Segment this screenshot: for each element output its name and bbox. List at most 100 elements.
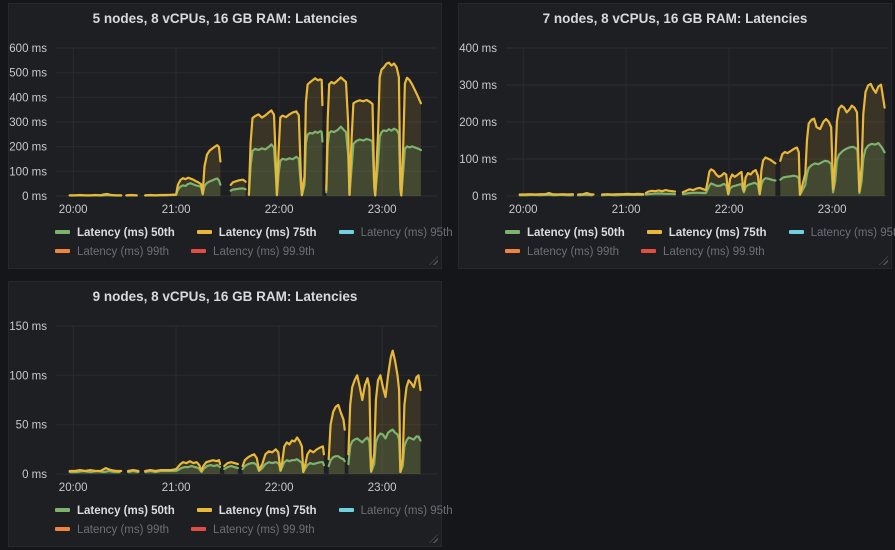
legend-swatch — [196, 508, 212, 512]
series-75th-area — [248, 78, 323, 196]
series-50th-area — [348, 429, 421, 474]
x-tick-label: 23:00 — [818, 204, 847, 216]
legend-label: Latency (ms) 75th — [218, 227, 317, 239]
series-75th-line — [644, 189, 677, 195]
legend-item-latency-ms-95th[interactable]: Latency (ms) 95th — [338, 224, 453, 243]
x-tick-label: 20:00 — [59, 482, 88, 494]
legend-row: Latency (ms) 50th Latency (ms) 75th Latenc… — [55, 502, 453, 521]
legend-item-latency-ms-50th[interactable]: Latency (ms) 50th — [505, 224, 625, 243]
legend-swatch — [338, 230, 354, 234]
series-75th-line — [681, 156, 777, 195]
x-tick-label: 21:00 — [612, 204, 641, 216]
legend-swatch — [191, 527, 207, 531]
legend-item-latency-ms-99-9th[interactable]: Latency (ms) 99.9th — [191, 521, 315, 540]
x-tick-label: 21:00 — [162, 482, 191, 494]
panel-title[interactable]: 9 nodes, 8 vCPUs, 16 GB RAM: Latencies — [92, 289, 358, 304]
legend-label: Latency (ms) 99.9th — [213, 246, 315, 258]
x-tick-label: 20:00 — [509, 204, 538, 216]
latency-chart[interactable]: 400 ms 300 ms 200 ms 100 ms 0 ms 20:00 21:00 22… — [459, 4, 893, 220]
legend: Latency (ms) 50th Latency (ms) 75th Latenc… — [55, 502, 453, 540]
legend-label: Latency (ms) 75th — [668, 227, 767, 239]
legend-label: Latency (ms) 95th — [810, 227, 895, 239]
panel-title[interactable]: 7 nodes, 8 vCPUs, 16 GB RAM: Latencies — [542, 11, 808, 26]
latency-chart[interactable]: 600 ms 500 ms 400 ms 300 ms 200 ms 100 ms 0 ms… — [9, 4, 443, 220]
y-tick-label: 150 ms — [9, 321, 47, 333]
panel-title[interactable]: 5 nodes, 8 vCPUs, 16 GB RAM: Latencies — [92, 11, 358, 26]
y-tick-label: 400 ms — [459, 43, 497, 55]
legend-swatch — [55, 508, 70, 512]
y-tick-label: 0 ms — [22, 469, 47, 481]
latency-chart[interactable]: 150 ms 100 ms 50 ms 0 ms 20:00 21:00 22:00 23:0… — [9, 282, 443, 498]
legend-item-latency-ms-75th[interactable]: Latency (ms) 75th — [196, 502, 317, 521]
panel-9-nodes-latencies: 9 nodes, 8 vCPUs, 16 GB RAM: Latencies 1… — [8, 281, 453, 547]
legend-label: Latency (ms) 99th — [77, 524, 170, 536]
legend-item-latency-ms-99-9th[interactable]: Latency (ms) 99.9th — [641, 243, 765, 262]
panel-7-nodes-latencies: 7 nodes, 8 vCPUs, 16 GB RAM: Latencies 4… — [458, 3, 895, 269]
legend-label: Latency (ms) 99.9th — [213, 524, 315, 536]
legend-swatch — [646, 230, 662, 234]
y-tick-label: 100 ms — [9, 166, 47, 178]
series-75th-line — [229, 178, 247, 186]
panel-resize-handle[interactable] — [879, 256, 888, 265]
legend-swatch — [55, 249, 70, 253]
series-75th-line — [223, 461, 239, 468]
y-tick-label: 400 ms — [9, 92, 47, 104]
x-tick-label: 20:00 — [59, 204, 88, 216]
series-75th-area — [224, 462, 238, 474]
y-tick-label: 200 ms — [9, 142, 47, 154]
legend-swatch — [196, 230, 212, 234]
legend-swatch — [505, 249, 520, 253]
series-50th-line — [681, 177, 777, 196]
x-tick-label: 23:00 — [368, 204, 397, 216]
series-75th-line — [68, 192, 123, 197]
legend-label: Latency (ms) 50th — [77, 505, 175, 517]
series-50th-line — [247, 130, 324, 197]
legend-swatch — [55, 527, 70, 531]
legend-item-latency-ms-99th[interactable]: Latency (ms) 99th — [505, 243, 619, 262]
legend-swatch — [55, 230, 70, 234]
legend-item-latency-ms-99th[interactable]: Latency (ms) 99th — [55, 243, 169, 262]
series-75th-line — [347, 349, 422, 474]
series-75th-line — [779, 82, 886, 196]
legend-item-latency-ms-99th[interactable]: Latency (ms) 99th — [55, 521, 169, 540]
legend-item-latency-ms-50th[interactable]: Latency (ms) 50th — [55, 224, 175, 243]
x-tick-label: 21:00 — [162, 204, 191, 216]
legend-item-latency-ms-75th[interactable]: Latency (ms) 75th — [196, 224, 317, 243]
series-75th-line — [325, 61, 422, 197]
series-50th-line — [347, 428, 422, 474]
legend-label: Latency (ms) 95th — [360, 227, 453, 239]
panel-resize-handle[interactable] — [429, 534, 438, 543]
series-75th-line — [144, 144, 222, 197]
y-tick-label: 100 ms — [9, 370, 47, 382]
legend-item-latency-ms-75th[interactable]: Latency (ms) 75th — [646, 224, 767, 243]
legend-item-latency-ms-95th[interactable]: Latency (ms) 95th — [788, 224, 895, 243]
legend-item-latency-ms-99-9th[interactable]: Latency (ms) 99.9th — [191, 243, 315, 262]
y-tick-label: 50 ms — [16, 420, 48, 432]
y-tick-label: 300 ms — [459, 80, 497, 92]
series-50th-line — [223, 465, 239, 471]
legend-row: Latency (ms) 99th Latency (ms) 99.9th — [55, 521, 431, 540]
legend-label: Latency (ms) 99th — [77, 246, 170, 258]
legend-label: Latency (ms) 50th — [527, 227, 625, 239]
y-tick-label: 0 ms — [22, 191, 47, 203]
legend-label: Latency (ms) 99.9th — [663, 246, 765, 258]
series-75th-area — [326, 62, 421, 196]
legend-label: Latency (ms) 75th — [218, 505, 317, 517]
series-75th-line — [144, 459, 222, 473]
series-50th-area — [682, 178, 776, 196]
legend-item-latency-ms-50th[interactable]: Latency (ms) 50th — [55, 502, 175, 521]
series-75th-line — [518, 191, 574, 196]
legend-swatch — [788, 230, 804, 234]
series-50th-line — [327, 455, 346, 468]
series-75th-line — [127, 469, 140, 473]
y-tick-label: 600 ms — [9, 43, 47, 55]
legend-label: Latency (ms) 95th — [360, 505, 453, 517]
series-75th-line — [327, 403, 346, 461]
legend-row: Latency (ms) 50th Latency (ms) 75th Latenc… — [505, 224, 895, 243]
legend-item-latency-ms-95th[interactable]: Latency (ms) 95th — [338, 502, 453, 521]
series-75th-line — [241, 436, 325, 474]
y-tick-label: 100 ms — [459, 154, 497, 166]
panel-resize-handle[interactable] — [429, 256, 438, 265]
series-50th-line — [229, 187, 247, 192]
legend-row: Latency (ms) 50th Latency (ms) 75th Latenc… — [55, 224, 453, 243]
